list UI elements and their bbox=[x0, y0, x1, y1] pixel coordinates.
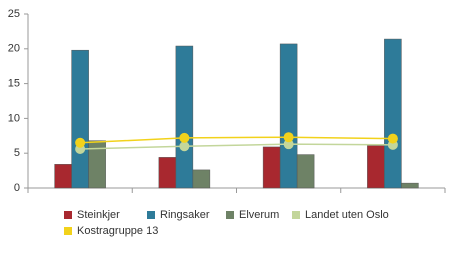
bar bbox=[54, 164, 72, 189]
point bbox=[283, 132, 294, 143]
bar bbox=[158, 157, 177, 189]
legend-swatch bbox=[147, 211, 155, 219]
bar bbox=[88, 140, 106, 189]
legend-swatch bbox=[226, 211, 234, 219]
bar bbox=[367, 145, 385, 189]
legend-label: Ringsaker bbox=[160, 209, 210, 221]
point bbox=[179, 141, 190, 152]
y-tick-label: 0 bbox=[14, 182, 20, 194]
y-tick-label: 5 bbox=[14, 147, 20, 159]
line bbox=[80, 136, 393, 144]
legend-swatch bbox=[292, 211, 300, 219]
point bbox=[283, 139, 294, 150]
legend-swatch bbox=[64, 227, 72, 235]
y-tick-label: 20 bbox=[8, 43, 20, 55]
bar bbox=[279, 43, 298, 189]
legend-swatch bbox=[64, 211, 72, 219]
point bbox=[179, 132, 190, 143]
legend-label: Elverum bbox=[239, 209, 279, 221]
point bbox=[387, 133, 398, 144]
bar bbox=[401, 182, 419, 189]
y-tick-label: 10 bbox=[8, 112, 20, 124]
legend-label: Steinkjer bbox=[77, 209, 120, 221]
bar bbox=[175, 45, 194, 189]
y-tick-label: 15 bbox=[8, 78, 20, 90]
bar bbox=[71, 49, 89, 189]
point bbox=[75, 137, 86, 148]
bar bbox=[192, 169, 211, 189]
bar bbox=[262, 146, 281, 189]
y-tick-label: 25 bbox=[8, 8, 20, 20]
legend-label: Kostragruppe 13 bbox=[77, 225, 158, 237]
bar bbox=[296, 154, 315, 189]
legend-label: Landet uten Oslo bbox=[305, 209, 389, 221]
bar bbox=[384, 38, 402, 189]
line bbox=[80, 143, 393, 150]
